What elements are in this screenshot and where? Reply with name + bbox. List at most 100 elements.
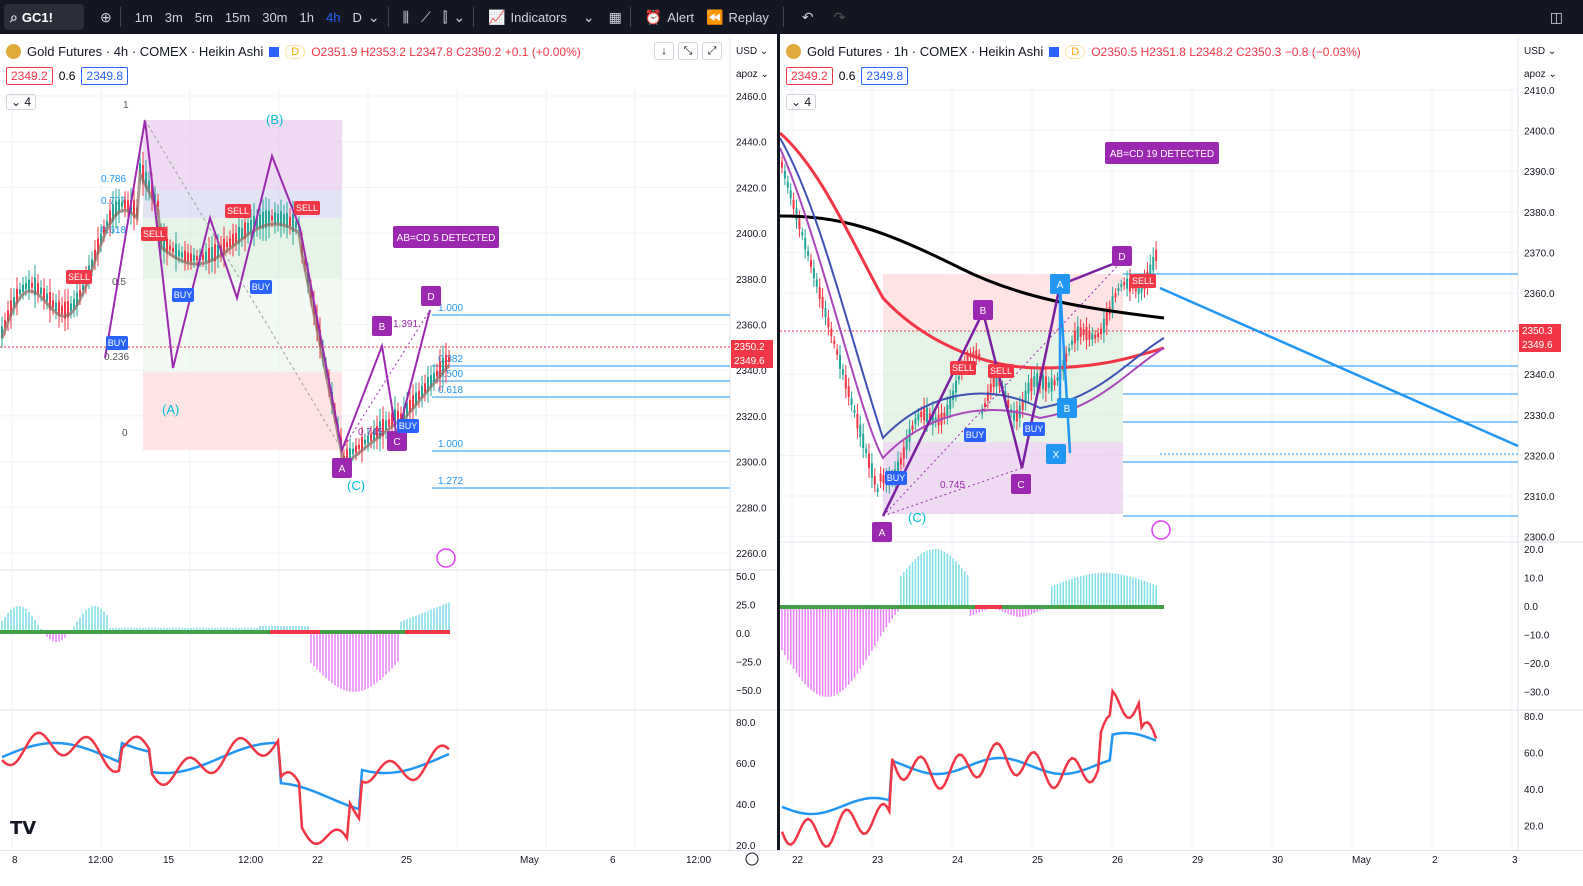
add-symbol-icon[interactable]: ⊕ [100, 9, 112, 25]
time-tick-label: May [520, 855, 539, 866]
pattern-point-marker [872, 522, 892, 542]
symbol-search[interactable]: ⌕ GC1! [4, 4, 84, 30]
timeframe-1m[interactable]: 1m [134, 9, 153, 25]
collapse-icon[interactable]: ⤡ [678, 42, 698, 60]
arrow-down-icon[interactable]: ↓ [654, 42, 674, 60]
pattern-point-marker [1046, 444, 1066, 464]
timeframe-15m[interactable]: 15m [224, 9, 251, 25]
price-tick-label: 2390.0 [1524, 167, 1555, 178]
price-tick-label: 2410.0 [1524, 86, 1555, 97]
candle-body [409, 399, 411, 413]
line-type-icon[interactable]: ⟋ [421, 9, 431, 25]
candle-body [397, 411, 399, 421]
legend-left: Gold Futures · 4h · COMEX · Heikin Ashi … [6, 44, 581, 59]
candle-body [400, 413, 402, 420]
candle-body [346, 449, 348, 464]
chevron-down-icon[interactable]: ⌄ [582, 9, 595, 25]
pane-divider[interactable] [777, 34, 780, 886]
currency-selector[interactable]: USD ⌄ [1524, 46, 1557, 57]
candle-body [943, 412, 946, 419]
candle-body [824, 308, 827, 318]
replay-button[interactable]: ⏪ Replay [700, 10, 775, 25]
ask-button[interactable]: 2349.8 [81, 67, 129, 85]
pattern-point-label: X [1053, 450, 1060, 461]
legend-right: Gold Futures · 1h · COMEX · Heikin Ashi … [786, 44, 1361, 59]
osc-tick-label: 0.0 [1524, 602, 1538, 613]
osc-tick-label: −20.0 [1524, 659, 1550, 670]
candle-body [926, 407, 928, 422]
fib-level-label: 0.618 [101, 225, 126, 236]
ask-button[interactable]: 2349.8 [861, 67, 909, 85]
candle-body [64, 301, 66, 319]
indicators-button[interactable]: 📈 Indicators [482, 10, 573, 25]
redo-icon[interactable]: ↷ [833, 9, 846, 25]
timeframe-5m[interactable]: 5m [194, 9, 213, 25]
osc-tick-label: 25.0 [736, 601, 756, 612]
pattern-point-label: C [393, 437, 400, 448]
candle-body [115, 200, 117, 217]
indicators-icon: 📈 [488, 9, 506, 25]
pattern-point-marker [421, 286, 441, 306]
time-tick-label: 24 [952, 855, 964, 866]
timeframe-d[interactable]: D [352, 9, 362, 25]
chart-pane-right[interactable]: 2410.0 2400.0 2390.0 2380.0 2370.0 2360.0 2350… [780, 38, 1583, 850]
candle-body [106, 220, 108, 227]
indicators-toggle[interactable]: ⌄ 4 [6, 94, 37, 110]
layout-icon[interactable]: ▦ [608, 9, 622, 25]
signal-tag [225, 204, 251, 218]
candle-body [1044, 376, 1047, 392]
bar-type-icon[interactable]: ⫿ [442, 9, 448, 25]
alert-button[interactable]: ⏰ Alert [639, 10, 700, 25]
candle-body [31, 282, 33, 288]
candle-body [283, 214, 285, 225]
scale-mode-selector[interactable]: apoz ⌄ [736, 69, 769, 80]
candle-body [28, 279, 30, 291]
chart-pane-left[interactable]: 2460.0 2440.0 2420.0 2400.0 2380.0 2360.0 2340… [0, 38, 777, 850]
candle-body [818, 287, 821, 299]
candle-body [142, 165, 144, 183]
currency-selector[interactable]: USD ⌄ [736, 46, 769, 57]
candle-body [184, 250, 186, 262]
chevron-down-icon[interactable]: ⌄ [453, 9, 466, 25]
pattern-point-label: C [1017, 480, 1024, 491]
timeframe-1h[interactable]: 1h [299, 9, 314, 25]
candle-body [205, 251, 207, 262]
chart-canvas-right[interactable]: 2410.0 2400.0 2390.0 2380.0 2370.0 2360.0 2350… [780, 38, 1583, 850]
time-axis-canvas[interactable]: 8 12:00 15 12:00 22 25 May 6 12:00 22 23 24 25 26 29 30… [0, 851, 1583, 886]
candle-body [810, 259, 812, 267]
wave-label: (A) [162, 402, 179, 417]
bid-button[interactable]: 2349.2 [6, 67, 53, 85]
chevron-down-icon[interactable]: ⌄ [367, 9, 380, 25]
ratio-label: 0.745 [358, 427, 383, 438]
candle-body [989, 384, 992, 393]
wave-label: (B) [266, 112, 283, 127]
candle-body [211, 247, 213, 262]
scale-mode-selector[interactable]: apoz ⌄ [1524, 69, 1557, 80]
candle-body [792, 199, 795, 209]
tradingview-logo[interactable]: TV [10, 818, 37, 839]
timeframe-4h[interactable]: 4h [325, 9, 341, 25]
maximize-icon[interactable]: ⤢ [702, 42, 722, 60]
currency-label: USD [736, 46, 758, 57]
fib-right-label: 1.000 [438, 303, 463, 314]
search-icon: ⌕ [10, 9, 18, 25]
fib-zone [883, 442, 1123, 514]
time-tick-label: 26 [1112, 855, 1124, 866]
timeframe-3m[interactable]: 3m [164, 9, 183, 25]
signal-tag [250, 280, 272, 294]
candle-body [259, 214, 261, 229]
candle-body [292, 214, 294, 232]
osc-tick-label: 50.0 [736, 572, 756, 583]
panel-toggle-icon[interactable]: ◫ [1549, 9, 1563, 25]
chart-canvas-left[interactable]: 2460.0 2440.0 2420.0 2400.0 2380.0 2360.0 2340… [0, 38, 777, 850]
ohlc-values: O2351.9 H2353.2 L2347.8 C2350.2 +0.1 (+0… [311, 44, 581, 59]
candle-body [196, 255, 198, 260]
indicators-toggle[interactable]: ⌄ 4 [786, 94, 817, 110]
timeframe-30m[interactable]: 30m [262, 9, 288, 25]
candle-type-icon[interactable]: ⫼ [402, 9, 410, 25]
undo-icon[interactable]: ↶ [801, 9, 814, 25]
candle-body [289, 216, 291, 227]
candle-body [807, 251, 810, 257]
candle-body [214, 244, 216, 262]
bid-button[interactable]: 2349.2 [786, 67, 833, 85]
